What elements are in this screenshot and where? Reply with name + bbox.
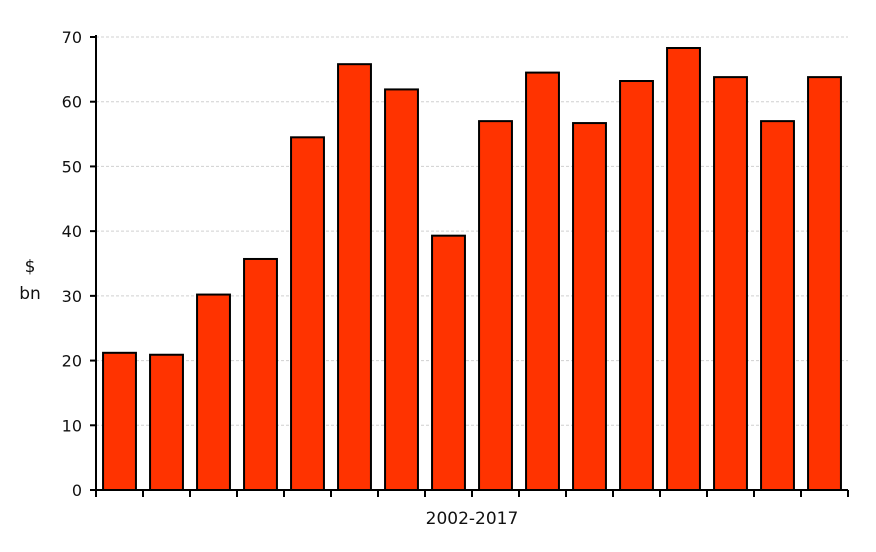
y-tick-label: 60 (62, 93, 82, 112)
y-tick-label: 70 (62, 28, 82, 47)
bar-2007 (337, 63, 372, 492)
bar-2015 (713, 76, 748, 491)
y-tick-label: 40 (62, 222, 82, 241)
y-tick-label: 30 (62, 287, 82, 306)
y-axis-label-unit: $ (25, 257, 36, 277)
x-axis-label: 2002-2017 (426, 509, 519, 529)
bar-2016 (760, 120, 795, 491)
bars (102, 47, 842, 492)
bar-2005 (243, 257, 278, 491)
bar-2004 (196, 293, 231, 492)
bar-2010 (478, 120, 513, 491)
bar-2014 (666, 47, 701, 491)
bar-2011 (525, 71, 560, 491)
bar-2017 (807, 76, 842, 491)
y-tick-label: 20 (62, 352, 82, 371)
bar-2009 (431, 234, 466, 491)
bar-2002 (102, 351, 137, 492)
bar-2008 (384, 88, 419, 491)
y-tick-label: 50 (62, 157, 82, 176)
bar-2006 (290, 136, 325, 492)
y-tick-label: 10 (62, 416, 82, 435)
bar-2003 (149, 353, 184, 491)
y-tick-label: 0 (72, 481, 82, 500)
y-ticks: 0 10 20 30 40 50 60 70 (62, 28, 96, 500)
bar-2013 (619, 80, 654, 492)
bar-2012 (572, 122, 607, 491)
y-axis-label-scale: bn (19, 284, 41, 304)
x-ticks (95, 490, 849, 497)
